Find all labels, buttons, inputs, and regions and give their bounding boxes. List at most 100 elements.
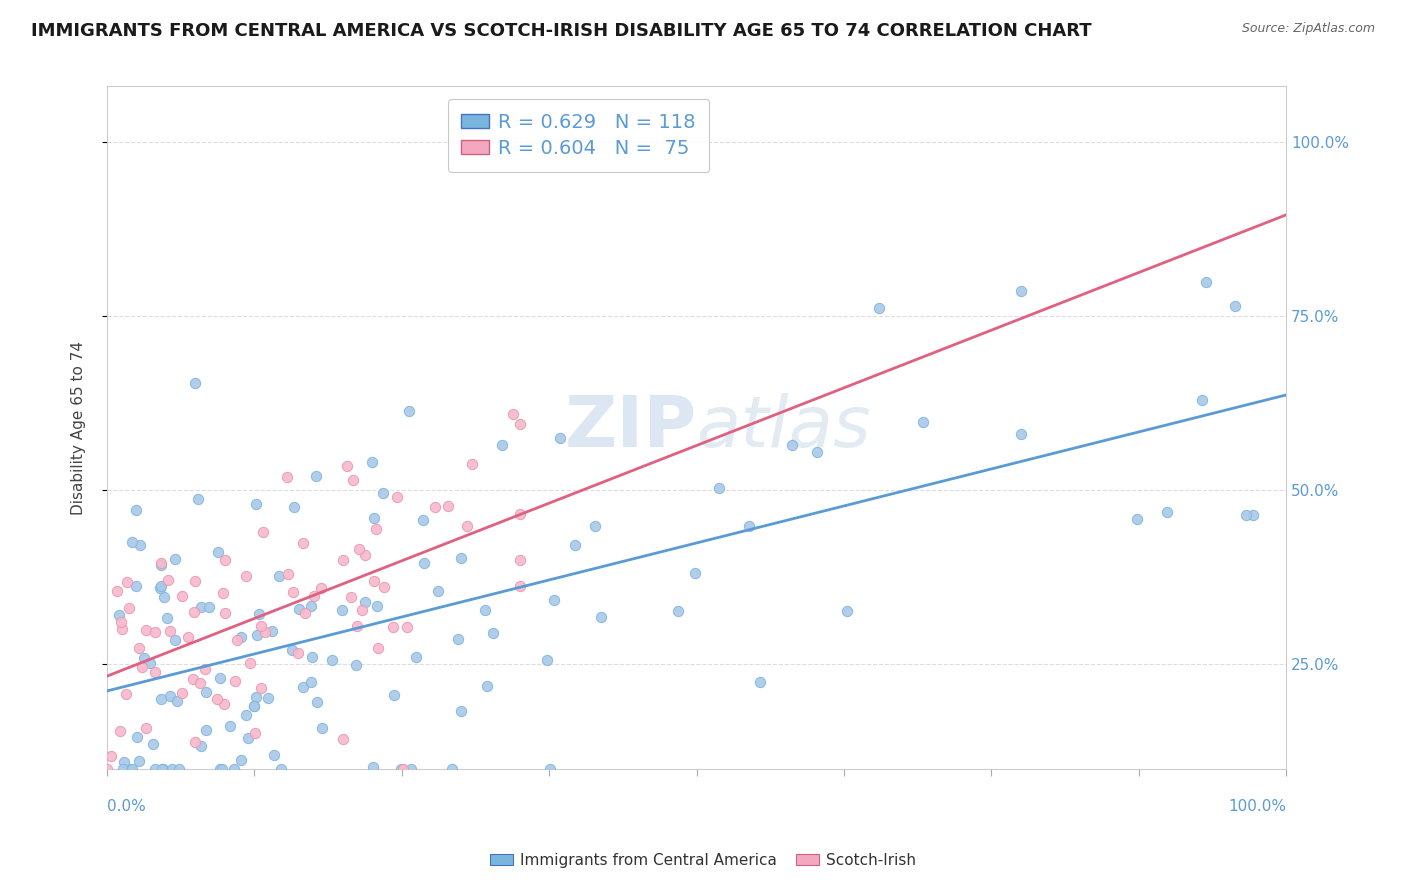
Point [381,620,404,634]
Point [509,553,531,567]
Point [183,605,205,619]
Text: 0.0%: 0.0% [107,799,146,814]
Legend: R = 0.629   N = 118, R = 0.604   N =  75: R = 0.629 N = 118, R = 0.604 N = 75 [447,100,710,171]
Point [413,556,436,570]
Point [332,553,354,567]
Point [252,525,274,540]
Point [294,607,316,621]
Point [211,762,233,776]
Point [666,604,689,618]
Point [207,545,229,559]
Point [190,600,212,615]
Point [305,695,328,709]
Point [423,500,446,514]
Point [835,604,858,618]
Point [354,548,377,562]
Point [112,762,135,776]
Point [389,762,412,776]
Point [287,646,309,660]
Point [301,650,323,665]
Point [367,640,389,655]
Point [267,569,290,583]
Point [194,662,217,676]
Point [536,653,558,667]
Point [143,762,166,776]
Point [150,558,173,572]
Point [354,595,377,609]
Point [332,732,354,747]
Point [398,404,420,418]
Point [184,376,207,391]
Point [150,579,173,593]
Point [302,589,325,603]
Point [339,590,361,604]
Point [195,684,218,698]
Point [235,569,257,583]
Point [491,438,513,452]
Point [305,468,328,483]
Point [131,660,153,674]
Point [142,737,165,751]
Point [156,611,179,625]
Point [134,651,156,665]
Point [299,599,322,613]
Point [184,735,207,749]
Point [583,519,606,533]
Legend: Immigrants from Central America, Scotch-Irish: Immigrants from Central America, Scotch-… [484,847,922,873]
Point [246,628,269,642]
Point [361,759,384,773]
Point [281,643,304,657]
Point [218,719,240,733]
Point [162,762,184,776]
Point [709,482,731,496]
Point [392,762,415,776]
Point [336,459,359,474]
Point [450,551,472,566]
Point [112,755,135,769]
Point [128,641,150,656]
Point [214,607,236,621]
Point [239,656,262,670]
Point [321,652,343,666]
Point [911,415,934,429]
Text: atlas: atlas [696,393,872,462]
Point [129,538,152,552]
Point [543,593,565,607]
Point [170,589,193,603]
Point [868,301,890,315]
Point [283,500,305,515]
Point [288,602,311,616]
Point [190,739,212,753]
Point [1010,284,1032,298]
Point [371,485,394,500]
Point [311,721,333,735]
Point [456,519,478,533]
Point [159,690,181,704]
Point [387,490,409,504]
Point [145,665,167,679]
Point [214,553,236,567]
Point [276,470,298,484]
Point [277,567,299,582]
Point [212,585,235,599]
Point [212,698,235,712]
Point [299,675,322,690]
Point [105,584,128,599]
Point [291,680,314,694]
Point [205,691,228,706]
Point [1010,427,1032,442]
Point [1223,299,1246,313]
Point [231,630,253,644]
Point [364,522,387,536]
Point [135,623,157,637]
Point [224,674,246,689]
Point [235,708,257,723]
Point [502,407,524,421]
Point [363,511,385,525]
Point [253,625,276,640]
Point [482,625,505,640]
Point [139,657,162,671]
Point [270,762,292,776]
Point [110,615,132,629]
Point [346,619,368,633]
